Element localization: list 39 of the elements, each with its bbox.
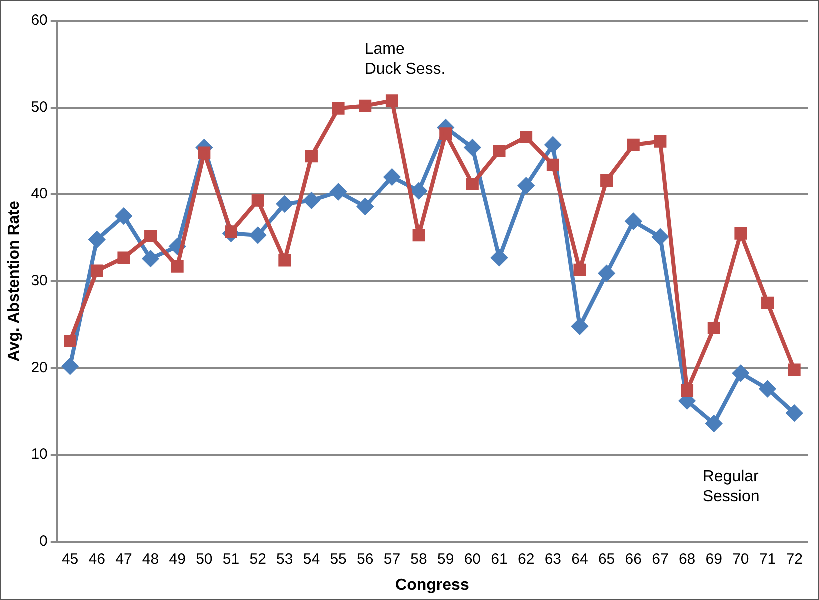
x-tick-label: 63 [544, 550, 562, 568]
x-tick-label: 71 [759, 550, 776, 568]
x-tick-label: 54 [303, 550, 320, 568]
x-tick-label: 61 [491, 550, 508, 568]
x-tick-label: 59 [438, 550, 454, 568]
y-tick-label: 30 [31, 272, 48, 290]
annotation: Regular Session [702, 468, 760, 506]
x-tick-label: 58 [410, 550, 428, 568]
x-tick-label: 69 [706, 550, 722, 568]
x-tick-label: 67 [652, 550, 669, 568]
annotation: Lame Duck Sess. [364, 41, 446, 78]
x-tick-label: 51 [222, 550, 240, 568]
x-tick-label: 52 [250, 550, 266, 568]
x-tick-label: 70 [732, 550, 750, 568]
x-tick-label: 56 [357, 550, 374, 568]
y-tick-label: 50 [31, 98, 48, 116]
x-tick-label: 68 [678, 550, 696, 568]
y-tick-label: 0 [40, 532, 48, 550]
x-tick-label: 49 [169, 550, 186, 568]
x-tick-label: 50 [196, 550, 213, 568]
x-tick-label: 66 [625, 550, 642, 568]
x-tick-label: 72 [786, 550, 803, 568]
y-axis-title: Avg. Abstention Rate [6, 201, 24, 362]
x-tick-label: 64 [572, 550, 588, 568]
x-tick-label: 65 [598, 550, 616, 568]
x-tick-label: 53 [276, 550, 294, 568]
x-tick-label: 47 [116, 550, 132, 568]
x-tick-label: 45 [62, 550, 79, 568]
y-tick-label: 20 [31, 359, 48, 376]
x-tick-label: 62 [518, 550, 535, 568]
x-tick-label: 55 [330, 550, 347, 568]
y-tick-label: 60 [31, 12, 48, 30]
x-tick-label: 46 [88, 550, 106, 568]
x-axis-title: Congress [396, 576, 470, 594]
y-tick-label: 40 [31, 186, 48, 203]
x-tick-label: 48 [142, 550, 160, 568]
y-tick-label: 10 [31, 446, 48, 464]
x-tick-label: 57 [384, 550, 401, 568]
x-tick-label: 60 [464, 550, 482, 568]
